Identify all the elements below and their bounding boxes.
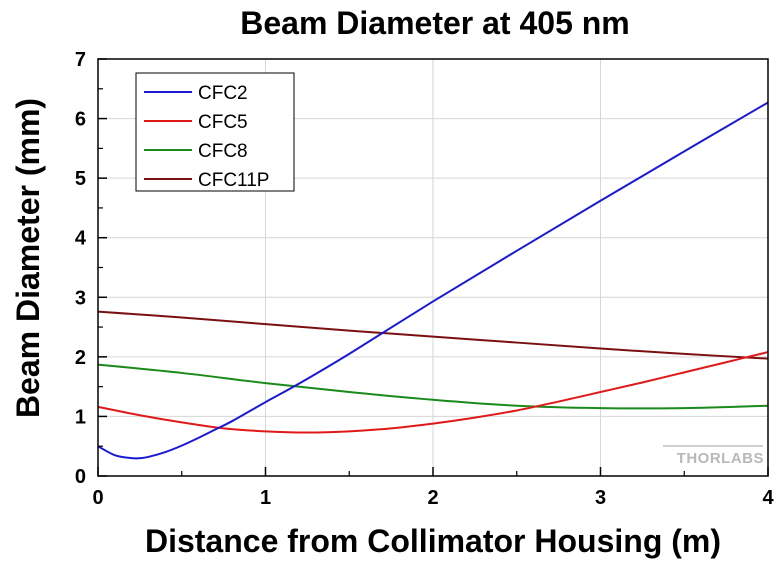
legend-label-cfc5: CFC5 — [198, 112, 248, 133]
series-line-cfc5 — [97, 351, 769, 434]
y-axis-title: Beam Diameter (mm) — [10, 98, 46, 418]
series-line-cfc11p — [97, 310, 769, 360]
x-tick-label: 4 — [762, 487, 774, 509]
chart-title: Beam Diameter at 405 nm — [240, 5, 630, 41]
legend-label-cfc8: CFC8 — [198, 141, 248, 162]
legend-label-cfc2: CFC2 — [198, 83, 248, 104]
watermark-bar — [663, 445, 763, 447]
watermark-text: THORLABS — [677, 450, 764, 467]
x-tick-label: 1 — [260, 487, 271, 509]
x-tick-label: 2 — [427, 487, 438, 509]
x-tick-label: 3 — [595, 487, 606, 509]
y-tick-label: 2 — [75, 347, 86, 369]
thorlabs-watermark: THORLABS — [663, 445, 764, 467]
series-line-cfc8 — [97, 363, 769, 410]
grid-lines — [98, 59, 768, 476]
y-tick-label: 3 — [75, 287, 86, 309]
series-lines — [97, 101, 769, 460]
axis-tick-labels: 0 1 2 3 4 0 1 2 3 4 5 6 7 — [75, 49, 775, 509]
x-tick-label: 0 — [92, 487, 103, 509]
y-tick-label: 1 — [75, 406, 86, 428]
y-tick-label: 4 — [75, 228, 87, 250]
axis-ticks — [97, 58, 769, 477]
x-axis-title: Distance from Collimator Housing (m) — [145, 523, 721, 559]
legend: CFC2 CFC5 CFC8 CFC11P — [135, 72, 295, 192]
series-line-cfc2 — [97, 101, 769, 460]
y-tick-label: 5 — [75, 168, 86, 190]
y-tick-label: 0 — [75, 466, 86, 488]
y-tick-label: 7 — [75, 49, 86, 71]
y-tick-label: 6 — [75, 109, 86, 131]
legend-label-cfc11p: CFC11P — [198, 170, 269, 191]
